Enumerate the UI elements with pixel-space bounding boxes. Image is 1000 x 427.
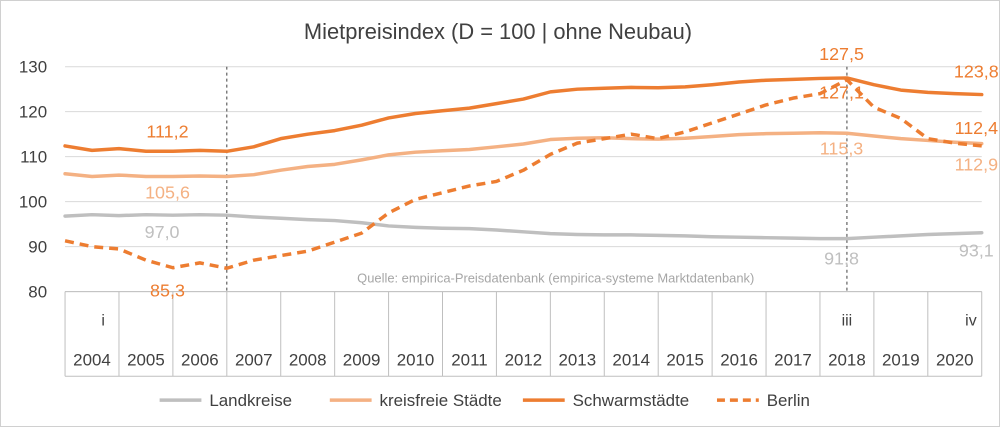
marker-label-i: i [101,312,105,329]
series-line-berlin [64,77,982,270]
legend-label: Schwarmstädte [573,391,690,410]
marker-label-iii: iii [842,312,853,329]
x-tick-label: 2014 [612,350,650,369]
x-tick-label: 2018 [828,350,866,369]
data-label: 105,6 [145,182,190,202]
vertical-markers: i iii iv [101,66,977,329]
x-tick-label: 2017 [774,350,812,369]
legend-label: Landkreise [209,391,292,410]
x-tick-label: 2013 [559,350,597,369]
data-label: 123,8 [954,62,999,82]
data-label: 85,3 [150,281,185,301]
x-tick-label: 2010 [397,350,435,369]
data-label: 93,1 [959,241,994,261]
data-label: 127,1 [819,83,864,103]
series-line-kreisfreie-st-dte [63,131,984,179]
x-tick-label: 2016 [720,350,758,369]
data-label: 97,0 [145,222,180,242]
x-tick-label: 2020 [936,350,974,369]
x-tick-label: 2015 [666,350,704,369]
source-note: Quelle: empirica-Preisdatenbank (empiric… [357,271,754,286]
chart-title: Mietpreisindex (D = 100 | ohne Neubau) [304,19,692,44]
legend-label: kreisfreie Städte [380,391,502,410]
x-tick-label: 2019 [882,350,920,369]
data-labels: 111,2 105,6 97,0 85,3 127,5 127,1 115,3 91,8 123… [145,44,999,301]
data-label: 111,2 [146,121,188,141]
x-tick-label: 2005 [127,350,165,369]
y-tick-label: 110 [20,148,47,167]
y-tick-label: 120 [19,103,47,122]
x-tick-label: 2011 [451,350,487,369]
x-tick-label: 2009 [343,350,381,369]
data-label: 112,9 [955,154,999,174]
y-tick-labels: 80 90 100 110 120 130 [19,58,47,302]
data-label: 127,5 [819,44,864,64]
data-label: 91,8 [824,248,859,268]
data-label: 112,4 [955,118,999,138]
marker-label-iv: iv [965,312,977,329]
legend-label: Berlin [767,391,810,410]
y-tick-label: 130 [19,58,47,77]
x-tick-label: 2007 [235,350,273,369]
data-label: 115,3 [820,139,864,159]
x-axis: 2004 2005 2006 2007 2008 2009 2010 2011 2012 2013… [64,291,983,377]
x-tick-label: 2006 [181,350,219,369]
y-tick-label: 80 [28,283,47,302]
series-line-landkreise [63,212,984,241]
y-tick-label: 100 [19,193,47,212]
legend: Landkreise kreisfreie Städte Schwarmstädte… [159,391,810,410]
x-tick-label: 2008 [289,350,327,369]
series-line-schwarmst-dte [63,76,984,154]
y-tick-label: 90 [28,238,47,257]
x-tick-label: 2004 [73,350,111,369]
series-lines [63,76,984,270]
x-tick-label: 2012 [505,350,543,369]
